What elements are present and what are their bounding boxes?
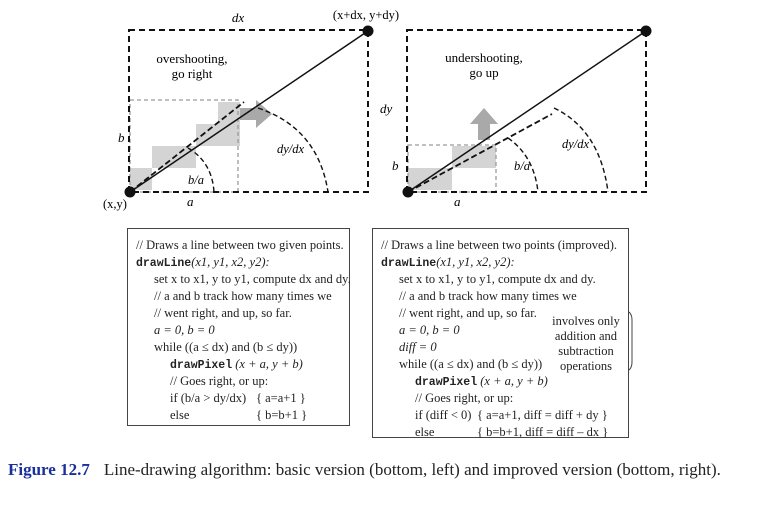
- left-pixel-squares: [130, 102, 240, 190]
- basic-drawline-args: (x1, y1, x2, y2):: [191, 255, 270, 269]
- right-b-label: b: [392, 158, 399, 173]
- left-main-line: [129, 30, 369, 193]
- left-b-label: b: [118, 130, 125, 145]
- basic-drawpixel-fn: drawPixel: [170, 359, 233, 372]
- right-a-label: a: [454, 194, 461, 209]
- improved-code-line-12-act: { b=b+1, diff = diff – dx }: [477, 425, 609, 439]
- left-diagram: dx (x+dx, y+dy) overshooting, go right b…: [103, 8, 399, 211]
- basic-code-box: // Draws a line between two given points…: [127, 228, 351, 426]
- right-note-line1: undershooting,: [445, 50, 523, 65]
- left-start-point: [124, 186, 136, 198]
- left-origin-label: (x,y): [103, 197, 127, 211]
- basic-code-line-10-cond: if (b/a > dy/dx): [170, 391, 247, 405]
- left-a-label: a: [187, 194, 194, 209]
- figure-number: Figure 12.7: [8, 460, 90, 479]
- improved-code-line-11-cond: if (diff < 0): [415, 408, 472, 422]
- right-outer-dashed-box: [406, 29, 647, 193]
- basic-code-line-11-act: { b=b+1 }: [256, 408, 308, 422]
- callout-line-3: subtraction: [558, 344, 614, 358]
- basic-code-line-11-cond: else: [170, 408, 190, 422]
- right-large-arc: [553, 107, 609, 193]
- left-outer-dashed-box: [128, 29, 369, 193]
- basic-code-line-10-act: { a=a+1 }: [256, 391, 306, 405]
- right-main-line: [407, 30, 647, 193]
- improved-code-line-4: // a and b track how many times we: [399, 289, 577, 303]
- right-end-point: [640, 25, 652, 37]
- improved-code-line-2: drawLine(x1, y1, x2, y2):: [381, 254, 515, 272]
- right-pixel-squares: [408, 146, 496, 190]
- basic-code-line-8: drawPixel (x + a, y + b): [170, 356, 303, 374]
- improved-code-line-6: a = 0, b = 0: [399, 323, 460, 337]
- callout-line-1: involves only: [552, 314, 620, 328]
- basic-code-line-3: set x to x1, y to y1, compute dx and dy.: [154, 272, 351, 286]
- left-dx-label: dx: [232, 10, 245, 25]
- callout-bubble: involves only addition and subtraction o…: [540, 310, 632, 374]
- left-end-point: [362, 25, 374, 37]
- basic-code-line-7: while ((a ≤ dx) and (b ≤ dy)): [154, 340, 298, 354]
- basic-code-line-6: a = 0, b = 0: [154, 323, 215, 337]
- left-note-line1: overshooting,: [156, 51, 227, 66]
- improved-code-box: // Draws a line between two points (impr…: [372, 228, 629, 439]
- left-endpoint-label: (x+dx, y+dy): [333, 8, 399, 22]
- left-ba-dashed-line: [129, 101, 245, 193]
- callout-line-2: addition and: [554, 329, 618, 343]
- callout-line-4: operations: [559, 359, 613, 373]
- improved-code-line-8: while ((a ≤ dx) and (b ≤ dy)): [399, 357, 543, 371]
- improved-code-line-7: diff = 0: [399, 340, 437, 354]
- improved-code-line-11-act: { a=a+1, diff = diff + dy }: [477, 408, 608, 422]
- left-large-arc: [257, 107, 329, 193]
- improved-code-line-12-cond: else: [415, 425, 435, 439]
- right-ba-label: b/a: [514, 159, 530, 173]
- callout-text: involves only addition and subtraction o…: [540, 314, 632, 374]
- improved-drawline-fn: drawLine: [381, 257, 437, 270]
- basic-code-line-9: // Goes right, or up:: [170, 374, 269, 388]
- right-start-point: [402, 186, 414, 198]
- basic-drawpixel-args: (x + a, y + b): [235, 357, 303, 371]
- improved-drawpixel-args: (x + a, y + b): [480, 374, 548, 388]
- figure-caption: Figure 12.7 Line-drawing algorithm: basic…: [8, 458, 753, 482]
- right-up-arrow-icon: [470, 108, 498, 140]
- right-small-arc: [507, 137, 539, 193]
- right-dy-label: dy: [380, 101, 393, 116]
- right-ba-dashed-line: [407, 113, 553, 193]
- left-ba-label: b/a: [188, 173, 204, 187]
- right-note-line2: go up: [469, 65, 498, 80]
- basic-code-line-4: // a and b track how many times we: [154, 289, 332, 303]
- right-diagram: dy undershooting, go up b b/a dy/dx a: [380, 25, 652, 209]
- line-drawing-diagrams: dx (x+dx, y+dy) overshooting, go right b…: [103, 8, 652, 384]
- left-dydx-label: dy/dx: [277, 142, 305, 156]
- improved-code-line-9: drawPixel (x + a, y + b): [415, 373, 548, 391]
- figure-caption-text: Line-drawing algorithm: basic version (b…: [103, 460, 721, 479]
- right-dydx-label: dy/dx: [562, 137, 590, 151]
- basic-drawline-fn: drawLine: [136, 257, 192, 270]
- improved-code-line-5: // went right, and up, so far.: [399, 306, 537, 320]
- improved-code-line-3: set x to x1, y to y1, compute dx and dy.: [399, 272, 596, 286]
- improved-code-line-10: // Goes right, or up:: [415, 391, 514, 405]
- improved-code-line-1: // Draws a line between two points (impr…: [381, 238, 618, 252]
- improved-drawline-args: (x1, y1, x2, y2):: [436, 255, 515, 269]
- basic-code-line-1: // Draws a line between two given points…: [136, 238, 344, 252]
- left-right-arrow-icon: [240, 100, 272, 128]
- improved-drawpixel-fn: drawPixel: [415, 376, 478, 389]
- basic-code-line-5: // went right, and up, so far.: [154, 306, 292, 320]
- left-small-arc: [187, 147, 215, 193]
- basic-code-line-2: drawLine(x1, y1, x2, y2):: [136, 254, 270, 272]
- left-note-line2: go right: [172, 66, 213, 81]
